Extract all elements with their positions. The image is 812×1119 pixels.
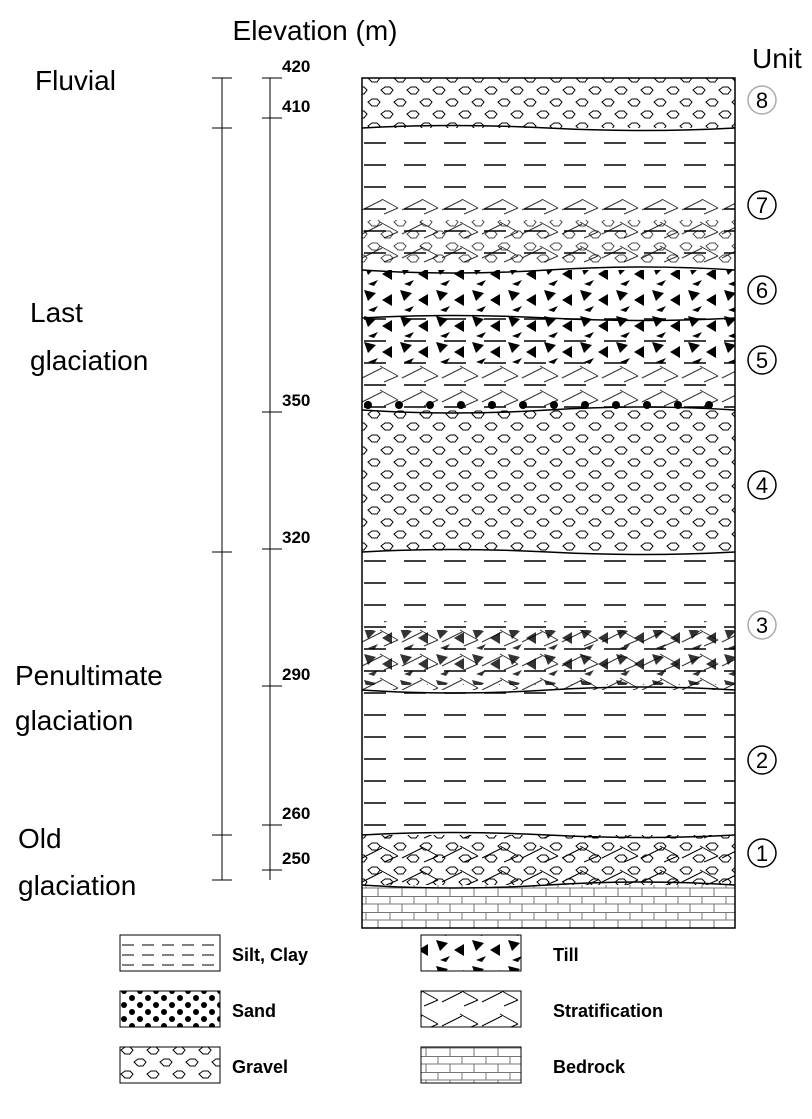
period-label: Last — [30, 297, 83, 328]
elevation-label: 420 — [282, 57, 310, 76]
unit-label: 3 — [756, 613, 768, 638]
elevation-label: 350 — [282, 391, 310, 410]
layer — [362, 690, 735, 835]
elevation-label: 320 — [282, 528, 310, 547]
unit-circle — [747, 838, 777, 868]
period-label: glaciation — [30, 345, 148, 376]
period-label: Fluvial — [35, 65, 116, 96]
layer-boundary — [361, 548, 736, 556]
sand-grain — [581, 401, 589, 409]
sand-grain — [488, 401, 496, 409]
legend-label: Stratification — [553, 1001, 663, 1021]
legend-swatch — [119, 990, 221, 1028]
elevation-label: 260 — [282, 804, 310, 823]
legend-label: Bedrock — [553, 1057, 626, 1077]
legend-swatch — [420, 1046, 522, 1084]
layer-overlay — [362, 835, 735, 885]
sand-grain — [395, 401, 403, 409]
layer-boundary — [361, 686, 736, 694]
layer-boundary — [361, 124, 736, 132]
sand-grain — [457, 401, 465, 409]
legend-label: Silt, Clay — [232, 945, 308, 965]
unit-label: 6 — [756, 278, 768, 303]
legend-label: Till — [553, 945, 579, 965]
unit-circle — [747, 470, 777, 500]
sand-grain — [705, 401, 713, 409]
sand-grain — [519, 401, 527, 409]
unit-label: 4 — [756, 473, 768, 498]
unit-circle — [747, 85, 777, 115]
sand-grain — [643, 401, 651, 409]
unit-label: 2 — [756, 748, 768, 773]
elevation-label: 290 — [282, 665, 310, 684]
layer-overlay — [362, 364, 735, 410]
unit-circle — [747, 345, 777, 375]
layer-overlay — [362, 318, 735, 368]
elevation-title: Elevation (m) — [233, 15, 398, 46]
sand-grain — [550, 401, 558, 409]
unit-label: 7 — [756, 193, 768, 218]
period-label: Old — [18, 823, 62, 854]
legend-swatch — [420, 934, 522, 972]
layer-boundary — [361, 314, 736, 322]
period-label: Penultimate — [15, 660, 163, 691]
layer-overlay — [362, 630, 735, 685]
unit-label: 5 — [756, 348, 768, 373]
layer-boundary — [361, 406, 736, 414]
layer — [362, 885, 735, 928]
layer-boundary — [361, 831, 736, 839]
elevation-label: 250 — [282, 849, 310, 868]
legend-swatch — [420, 990, 522, 1028]
unit-circle — [747, 190, 777, 220]
layer — [362, 78, 735, 128]
layer — [362, 410, 735, 552]
unit-title: Unit — [752, 43, 802, 74]
legend-label: Sand — [232, 1001, 276, 1021]
unit-circle — [747, 745, 777, 775]
sand-grain — [364, 401, 372, 409]
column-frame — [361, 77, 736, 929]
layer — [362, 270, 735, 318]
layer-boundary — [361, 266, 736, 274]
layer-overlay — [362, 220, 735, 265]
unit-label: 1 — [756, 841, 768, 866]
legend-swatch — [119, 1046, 221, 1084]
period-label: glaciation — [18, 870, 136, 901]
legend-label: Gravel — [232, 1057, 288, 1077]
period-label: glaciation — [15, 705, 133, 736]
layer-boundary — [361, 881, 736, 889]
elevation-label: 410 — [282, 97, 310, 116]
unit-circle — [747, 610, 777, 640]
unit-label: 8 — [756, 88, 768, 113]
sand-grain — [426, 401, 434, 409]
legend-swatch — [119, 934, 221, 972]
unit-circle — [747, 275, 777, 305]
